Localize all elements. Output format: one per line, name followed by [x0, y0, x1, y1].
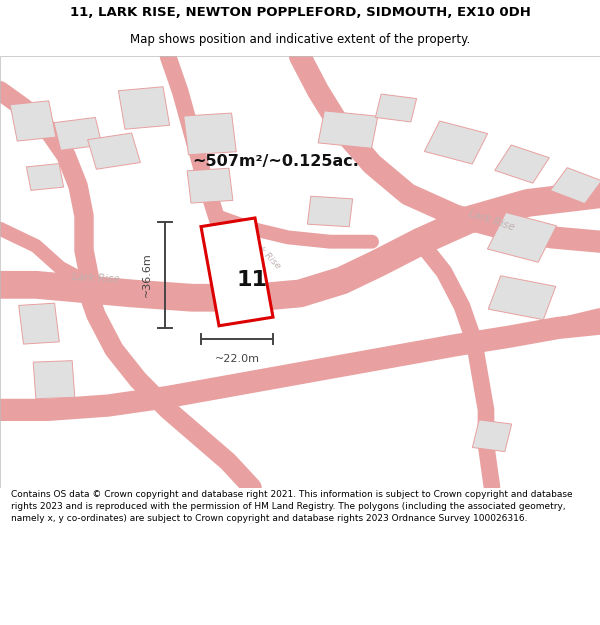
Polygon shape	[118, 87, 170, 129]
Polygon shape	[26, 164, 64, 191]
Text: Lark Rise: Lark Rise	[72, 272, 120, 284]
Polygon shape	[488, 276, 556, 320]
Polygon shape	[33, 361, 75, 399]
Polygon shape	[424, 121, 488, 164]
Text: ~36.6m: ~36.6m	[142, 253, 152, 298]
Polygon shape	[184, 113, 236, 155]
Text: Contains OS data © Crown copyright and database right 2021. This information is : Contains OS data © Crown copyright and d…	[11, 490, 572, 523]
Polygon shape	[187, 168, 233, 203]
Polygon shape	[495, 145, 549, 183]
Polygon shape	[550, 168, 600, 204]
Polygon shape	[54, 118, 102, 150]
Text: Lark Rise: Lark Rise	[246, 234, 282, 270]
Polygon shape	[201, 218, 273, 326]
Text: ~507m²/~0.125ac.: ~507m²/~0.125ac.	[192, 154, 359, 169]
Polygon shape	[307, 196, 353, 227]
Polygon shape	[318, 111, 378, 148]
Polygon shape	[487, 213, 557, 262]
Text: Lark Rise: Lark Rise	[468, 208, 516, 232]
Polygon shape	[472, 420, 512, 452]
Text: 11, LARK RISE, NEWTON POPPLEFORD, SIDMOUTH, EX10 0DH: 11, LARK RISE, NEWTON POPPLEFORD, SIDMOU…	[70, 6, 530, 19]
Polygon shape	[376, 94, 416, 122]
Polygon shape	[10, 101, 56, 141]
Text: 11: 11	[236, 271, 268, 291]
Polygon shape	[88, 133, 140, 169]
Polygon shape	[19, 303, 59, 344]
Text: ~22.0m: ~22.0m	[215, 354, 260, 364]
Text: Map shows position and indicative extent of the property.: Map shows position and indicative extent…	[130, 33, 470, 46]
